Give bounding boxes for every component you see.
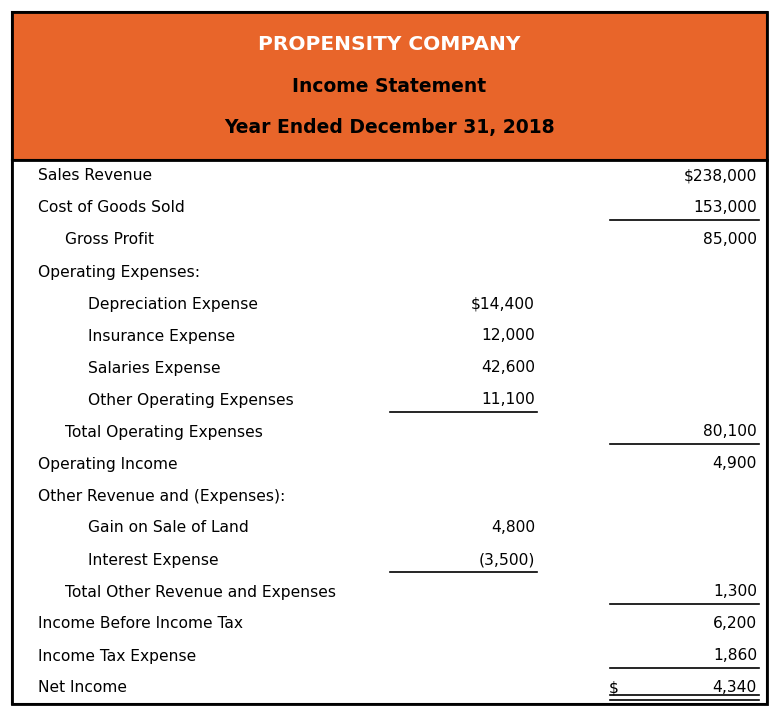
Text: Net Income: Net Income [38,680,127,695]
Text: (3,500): (3,500) [478,553,535,568]
Text: Income Tax Expense: Income Tax Expense [38,649,196,664]
Text: 4,340: 4,340 [713,680,757,695]
Text: 12,000: 12,000 [481,329,535,344]
Text: 1,300: 1,300 [713,584,757,599]
Text: Operating Income: Operating Income [38,457,178,472]
Text: 153,000: 153,000 [693,200,757,216]
Text: $: $ [609,680,619,695]
Text: Insurance Expense: Insurance Expense [88,329,235,344]
Text: Depreciation Expense: Depreciation Expense [88,296,258,311]
Text: Gain on Sale of Land: Gain on Sale of Land [88,521,249,536]
Text: Operating Expenses:: Operating Expenses: [38,264,200,279]
Text: 1,860: 1,860 [713,649,757,664]
Text: Total Operating Expenses: Total Operating Expenses [65,425,263,440]
Text: 11,100: 11,100 [481,392,535,407]
Text: $238,000: $238,000 [684,168,757,183]
Text: Gross Profit: Gross Profit [65,233,154,248]
Text: 4,800: 4,800 [491,521,535,536]
Text: Income Statement: Income Statement [292,77,487,95]
Bar [12,160,767,704]
Text: Salaries Expense: Salaries Expense [88,360,220,375]
Text: Year Ended December 31, 2018: Year Ended December 31, 2018 [224,118,555,137]
Text: Other Revenue and (Expenses):: Other Revenue and (Expenses): [38,488,285,503]
Text: $14,400: $14,400 [471,296,535,311]
Text: Total Other Revenue and Expenses: Total Other Revenue and Expenses [65,584,336,599]
Text: Cost of Goods Sold: Cost of Goods Sold [38,200,185,216]
Text: Sales Revenue: Sales Revenue [38,168,152,183]
Text: 42,600: 42,600 [481,360,535,375]
Text: 80,100: 80,100 [703,425,757,440]
Text: 4,900: 4,900 [713,457,757,472]
Text: 6,200: 6,200 [713,616,757,632]
Text: 85,000: 85,000 [703,233,757,248]
Text: Income Before Income Tax: Income Before Income Tax [38,616,243,632]
Text: Interest Expense: Interest Expense [88,553,219,568]
Text: Other Operating Expenses: Other Operating Expenses [88,392,294,407]
Bar [12,12,767,160]
Text: PROPENSITY COMPANY: PROPENSITY COMPANY [259,35,520,54]
